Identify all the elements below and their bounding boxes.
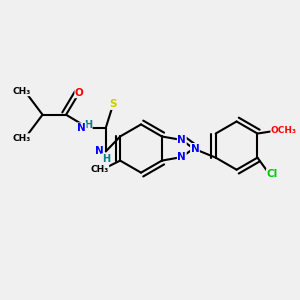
Text: H: H — [102, 154, 110, 164]
Text: O: O — [75, 88, 84, 98]
Text: OCH₃: OCH₃ — [271, 126, 297, 135]
Text: CH₃: CH₃ — [90, 165, 109, 174]
Text: S: S — [110, 99, 117, 110]
Text: CH₃: CH₃ — [13, 87, 31, 96]
Text: CH₃: CH₃ — [13, 134, 31, 143]
Text: N: N — [77, 123, 86, 133]
Text: Cl: Cl — [266, 169, 278, 179]
Text: N: N — [190, 143, 199, 154]
Text: N: N — [177, 152, 186, 162]
Text: N: N — [177, 135, 186, 145]
Text: H: H — [84, 120, 92, 130]
Text: N: N — [95, 146, 104, 157]
